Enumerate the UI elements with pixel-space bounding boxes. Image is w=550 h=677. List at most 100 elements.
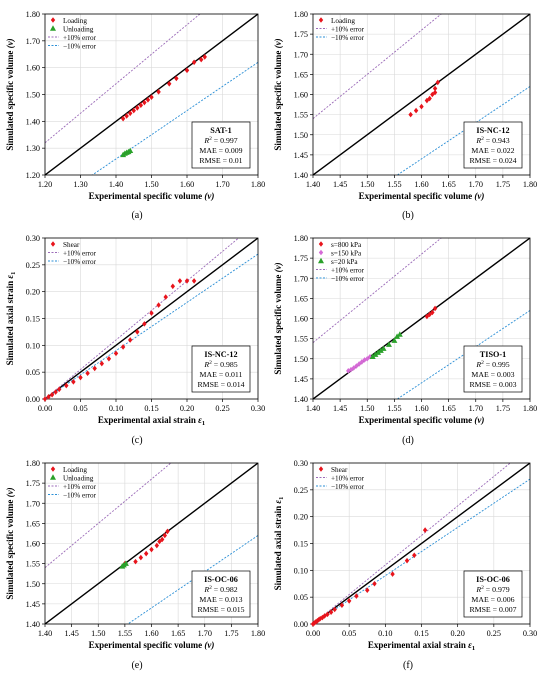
y-tick-label: 1.55 [294,111,308,120]
data-point [351,365,356,371]
legend-label: +10% error [63,483,97,491]
data-point [124,113,129,119]
data-point [408,111,413,118]
legend-label: −10% error [331,275,365,283]
legend: Shear+10% error−10% error [316,466,365,491]
data-point [332,606,337,613]
data-point [135,329,140,335]
data-point [149,546,154,553]
y-tick-label: 1.80 [294,234,308,243]
legend-label: −10% error [63,491,97,499]
y-axis-title: Simulated specific volume (v) [5,38,15,150]
x-tick-label: 1.70 [469,404,483,413]
data-point [367,353,373,360]
stats-mae: MAE = 0.009 [199,146,242,155]
stats-rmse: RMSE = 0.024 [469,156,516,165]
legend-label: Loading [331,17,355,25]
panel-d: 1.40 1.45 1.50 1.55 1.60 1.65 1.70 1.75 1.80 1.40… [273,234,537,446]
series-loading [120,54,207,122]
one-to-one-line [313,14,530,175]
legend-label: +10% error [331,474,365,482]
stats-r2: R2 = 0.997 [203,136,237,145]
x-tick-label: 0.20 [180,404,194,413]
x-tick-label: 0.05 [73,404,87,413]
stats-box-frame [463,345,523,393]
data-point [53,389,58,395]
legend-label: −10% error [331,34,365,42]
data-point [92,365,97,372]
reference-lines [45,463,258,624]
stats-r2: R2 = 0.995 [475,360,509,369]
stats-mae: MAE = 0.006 [471,595,514,604]
y-tick-label: 0.00 [294,620,308,629]
y-tick-label: 1.45 [294,151,308,160]
data-point [390,571,395,577]
data-point [404,557,410,564]
x-tick-label: 1.50 [144,180,158,189]
minus-10-error-line [396,310,530,399]
stats-box-frame [463,121,523,169]
data-point [375,349,382,355]
data-point [142,99,147,106]
x-tick-label: 1.60 [414,180,428,189]
one-to-one-line [45,238,258,399]
series-loading [408,79,440,118]
stats-mae: MAE = 0.011 [200,370,243,379]
x-tick-label: 1.75 [496,180,510,189]
y-axis-title: Simulated axial strain ε1 [5,272,17,366]
y-tick-label: 1.65 [294,70,308,79]
stats-rmse: RMSE = 0.003 [469,380,516,389]
data-point [156,89,161,95]
data-point [85,370,90,377]
plus-10-error-line [313,14,442,119]
x-tick-label: 0.25 [215,404,229,413]
x-tick-label: 1.55 [118,629,132,638]
y-tick-label: 0.20 [294,513,308,522]
data-point [143,550,149,557]
data-point [71,379,76,385]
y-tick-label: 1.70 [26,499,40,508]
y-tick-label: 0.30 [294,459,308,468]
data-point [163,294,168,300]
panel-label: (a) [131,210,142,221]
panel-b: 1.40 1.45 1.50 1.55 1.60 1.65 1.70 1.75 1.80 1.40… [273,10,537,221]
data-point [184,278,190,284]
stats-r2: R2 = 0.985 [203,360,237,369]
x-tick-label: 1.55 [387,404,401,413]
data-point [162,532,168,539]
y-tick-label: 1.60 [26,64,40,73]
legend-marker [318,17,324,23]
series-loading [122,528,170,567]
data-point [174,75,179,82]
legend-label: +10% error [63,249,97,257]
legend-label: −10% error [63,258,97,266]
x-tick-label: 1.70 [469,180,483,189]
data-point [432,89,438,96]
data-point [128,110,133,117]
legend-label: −10% error [331,483,365,491]
x-tick-label: 0.05 [342,629,356,638]
y-tick-label: 1.55 [26,560,40,569]
plus-10-error-line [45,463,172,568]
data-point [165,528,170,535]
y-tick-label: 0.15 [294,540,308,549]
series-shear [42,278,197,402]
data-point [310,621,316,627]
panel-label: (f) [403,660,413,671]
stats-mae: MAE = 0.013 [199,595,242,604]
y-tick-label: 1.80 [294,10,308,19]
data-point [316,616,321,623]
y-tick-label: 1.50 [26,580,40,589]
x-axis-title: Experimental axial strain ε1 [98,415,205,427]
y-tick-label: 1.50 [26,91,40,100]
data-point [149,94,154,100]
y-tick-label: 1.50 [294,355,308,364]
legend-marker [318,466,324,472]
x-axis-title: Experimental specific volume (v) [359,415,485,425]
x-tick-label: 1.60 [180,180,194,189]
x-tick-label: 1.80 [251,180,265,189]
